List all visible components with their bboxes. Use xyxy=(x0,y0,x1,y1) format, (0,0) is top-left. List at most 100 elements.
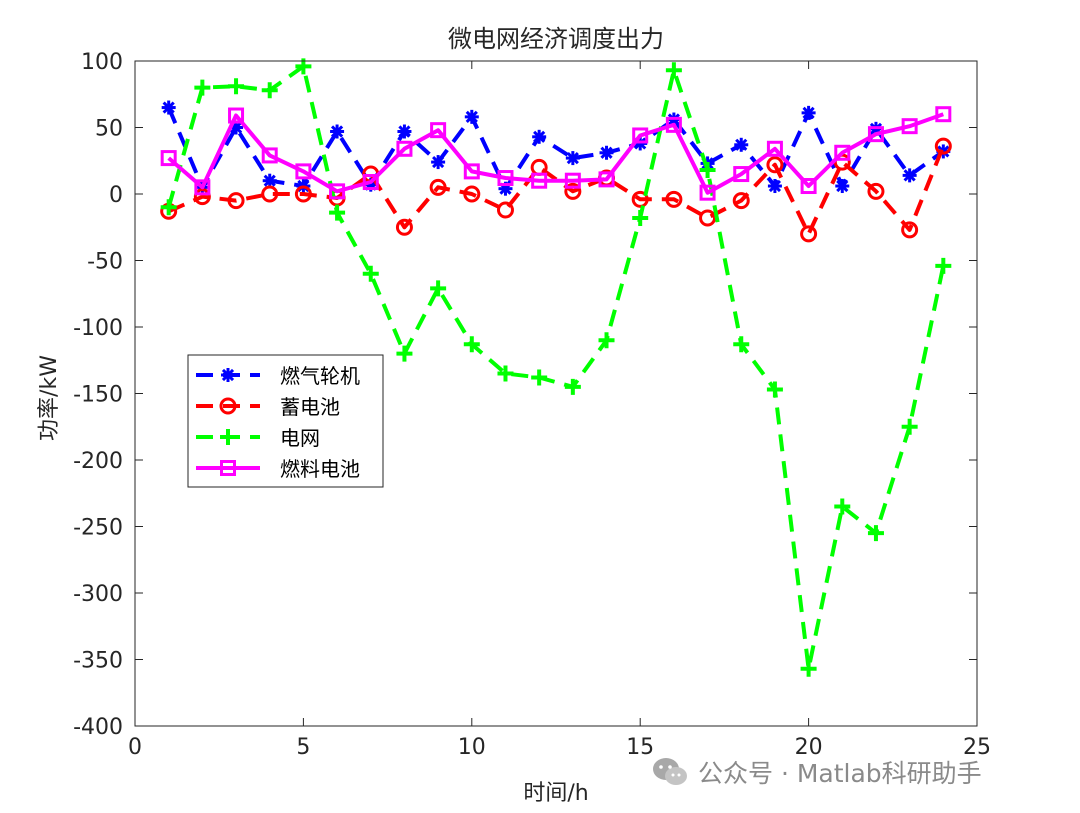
legend-label-3: 燃料电池 xyxy=(280,457,360,481)
y-tick-label: 50 xyxy=(95,117,123,142)
x-tick-label: 5 xyxy=(296,735,310,760)
legend-marker-0-stroke xyxy=(221,368,235,382)
data-point-0-7-stroke xyxy=(398,125,411,138)
y-tick-label: -400 xyxy=(73,715,123,740)
data-point-0-17-stroke xyxy=(735,138,748,151)
x-tick-label: 25 xyxy=(963,735,991,760)
y-tick-label: -350 xyxy=(73,649,123,674)
y-tick-label: -300 xyxy=(73,582,123,607)
data-point-3-19 xyxy=(800,178,817,195)
data-point-3-20 xyxy=(834,144,851,161)
data-point-3-22 xyxy=(901,118,918,135)
data-point-2-16 xyxy=(699,162,716,179)
y-tick-label: 100 xyxy=(81,50,123,75)
watermark-text: 公众号 · Matlab科研助手 xyxy=(698,759,982,788)
chart-title: 微电网经济调度出力 xyxy=(448,25,664,53)
data-point-3-3 xyxy=(261,147,278,164)
plot-area: 0 5 10 15 20 25 100 50 0 -50 -100 -150 -200 -250 -300 -… xyxy=(73,50,991,760)
data-point-1-16 xyxy=(699,209,717,227)
data-point-2-3 xyxy=(261,82,278,99)
data-point-1-15 xyxy=(665,190,683,208)
data-point-0-3-stroke xyxy=(263,174,276,187)
data-point-0-3 xyxy=(262,173,277,188)
wechat-icon xyxy=(653,758,687,785)
data-point-0-0 xyxy=(161,100,176,115)
data-point-3-14 xyxy=(632,127,649,144)
y-tick-label: -50 xyxy=(87,250,123,275)
legend-marker-3 xyxy=(220,460,236,476)
data-point-2-15 xyxy=(665,62,682,79)
data-point-0-5-stroke xyxy=(330,125,344,138)
legend-label-2: 电网 xyxy=(280,426,320,450)
data-point-0-7 xyxy=(397,124,412,139)
data-point-2-1 xyxy=(194,79,211,96)
data-point-2-17 xyxy=(733,336,750,353)
plot-frame xyxy=(134,60,978,727)
data-point-3-8 xyxy=(430,122,447,139)
data-point-3-16 xyxy=(699,184,716,201)
data-point-1-14 xyxy=(631,190,649,208)
data-point-0-11 xyxy=(532,129,547,144)
data-point-1-22 xyxy=(901,221,919,239)
data-point-0-22-stroke xyxy=(903,169,916,182)
data-point-2-11 xyxy=(531,369,548,386)
x-tick-label: 0 xyxy=(128,735,142,760)
y-tick-label: -150 xyxy=(73,383,123,408)
data-point-0-18 xyxy=(767,179,782,194)
data-point-2-23 xyxy=(935,257,952,274)
data-point-0-5 xyxy=(330,124,345,139)
data-point-1-21 xyxy=(867,182,885,200)
data-point-0-8 xyxy=(431,155,446,170)
data-point-2-20 xyxy=(834,498,851,515)
legend-marker-0 xyxy=(221,368,235,382)
data-point-2-10 xyxy=(497,365,514,382)
data-point-1-19 xyxy=(800,225,818,243)
x-tick-label: 20 xyxy=(795,735,823,760)
data-point-3-11 xyxy=(531,172,548,189)
data-point-2-18 xyxy=(766,381,783,398)
data-point-0-8-stroke xyxy=(432,155,445,169)
y-tick-label: -250 xyxy=(73,516,123,541)
y-tick-label: -100 xyxy=(73,316,123,341)
data-point-2-6 xyxy=(362,265,379,282)
data-point-0-20 xyxy=(835,179,850,194)
x-tick-label: 15 xyxy=(626,735,654,760)
data-point-1-9 xyxy=(463,185,481,203)
data-point-1-17 xyxy=(732,192,750,210)
data-point-0-12 xyxy=(565,151,580,166)
legend-marker-2 xyxy=(220,429,236,445)
series-line-2 xyxy=(166,64,946,671)
legend-label-0: 燃气轮机 xyxy=(280,364,360,388)
data-point-2-12 xyxy=(564,378,581,395)
y-tick-label: 0 xyxy=(109,183,123,208)
data-point-0-13 xyxy=(599,145,614,160)
data-point-0-11-stroke xyxy=(533,130,546,143)
data-point-2-8 xyxy=(430,280,447,297)
x-axis-label: 时间/h xyxy=(523,781,588,806)
data-point-3-12 xyxy=(564,172,581,189)
data-point-2-0 xyxy=(160,199,177,216)
data-point-3-23 xyxy=(935,106,952,123)
data-point-2-7 xyxy=(396,345,413,362)
data-point-0-17 xyxy=(734,137,749,152)
data-point-0-22 xyxy=(902,168,917,183)
data-point-3-7 xyxy=(396,140,413,157)
data-point-2-13 xyxy=(598,332,615,349)
data-point-3-6 xyxy=(362,174,379,191)
data-point-0-13-stroke xyxy=(600,146,613,159)
data-point-0-20-stroke xyxy=(836,179,849,193)
data-point-3-10 xyxy=(497,170,514,187)
data-point-2-5 xyxy=(329,204,346,221)
data-point-0-9-stroke xyxy=(465,110,478,123)
watermark: 公众号 · Matlab科研助手 xyxy=(650,752,982,792)
data-point-3-1 xyxy=(194,179,211,196)
data-point-0-18-stroke xyxy=(768,179,782,193)
data-point-0-9 xyxy=(464,109,479,124)
data-point-1-2 xyxy=(227,192,245,210)
data-point-2-22 xyxy=(901,418,918,435)
data-point-2-14 xyxy=(632,209,649,226)
data-point-3-18 xyxy=(766,140,783,157)
data-point-1-23 xyxy=(934,137,952,155)
